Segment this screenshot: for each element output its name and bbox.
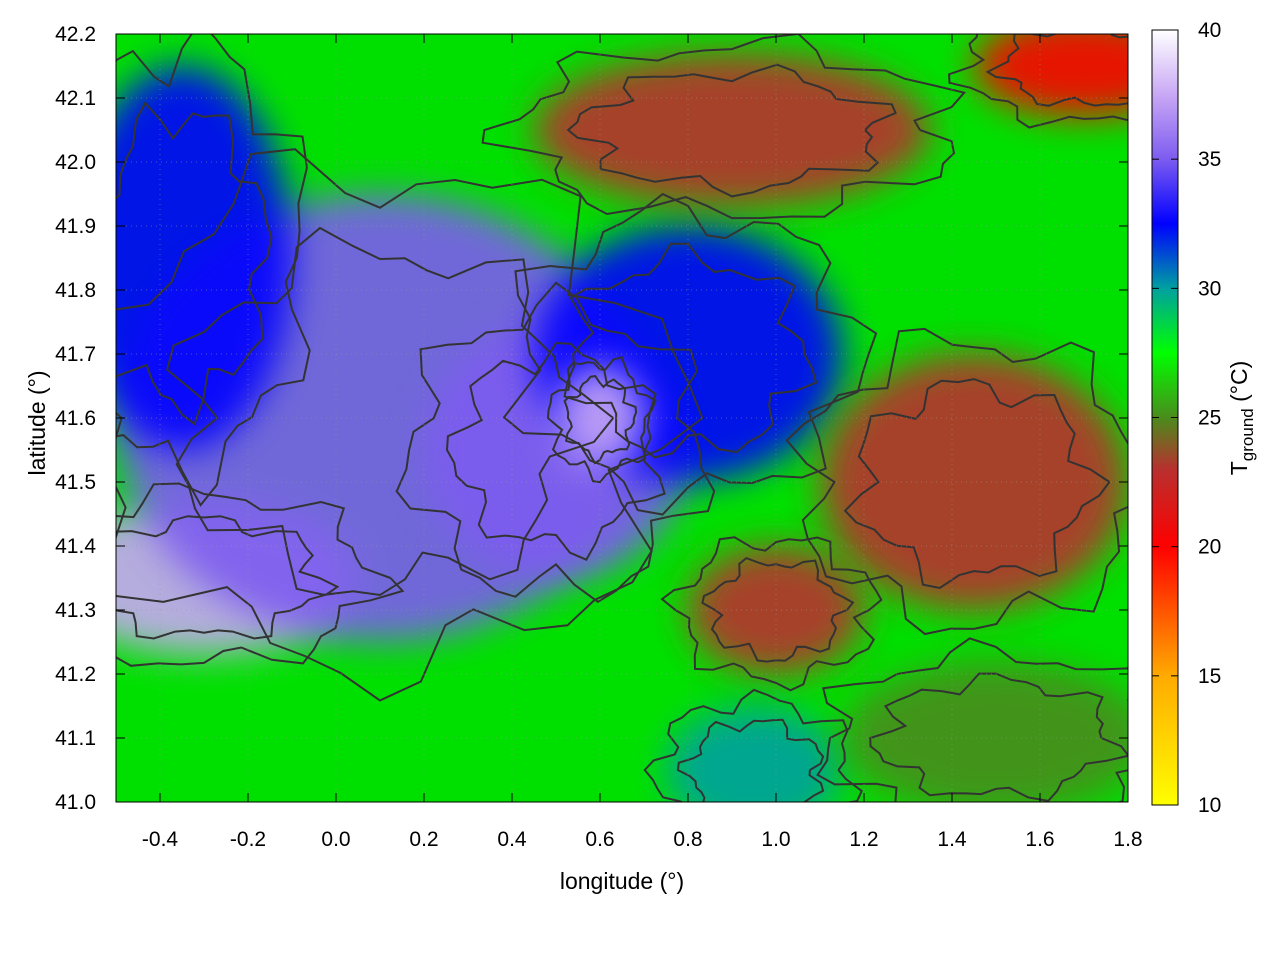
x-tick-label: 1.4	[937, 828, 967, 851]
colorbar-label-unit: (°C)	[1226, 361, 1252, 409]
x-tick-label: 1.8	[1113, 828, 1142, 851]
colorbar-label-sub: ground	[1238, 408, 1257, 461]
x-tick-label: 1.2	[849, 828, 878, 851]
contour-line	[676, 718, 825, 802]
y-tick-label: 41.2	[55, 663, 96, 686]
colorbar-tick-label: 20	[1198, 536, 1221, 559]
contour-line	[116, 101, 273, 426]
y-tick-label: 42.2	[55, 23, 96, 46]
contour-line	[563, 242, 818, 459]
y-tick-label: 41.9	[55, 215, 96, 238]
x-tick-label: 1.0	[761, 828, 790, 851]
contour-line	[116, 515, 340, 640]
x-axis-label: longitude (°)	[560, 868, 684, 894]
contour-line	[869, 672, 1128, 802]
heatmap-area	[116, 34, 1128, 802]
x-tick-label: -0.4	[142, 828, 179, 851]
y-axis-label: latitude (°)	[24, 370, 50, 475]
contour-line	[566, 63, 897, 198]
contour-line	[643, 688, 863, 802]
y-tick-label: 41.6	[55, 407, 96, 430]
contour-line	[563, 375, 638, 465]
contour-line	[546, 355, 657, 484]
colorbar-tick-label: 15	[1198, 665, 1221, 688]
heatmap-region	[534, 53, 930, 207]
x-axis-ticks: -0.4 -0.2 0.0 0.2 0.4 0.6 0.8 1.0 1.2 1.4 1.6 1.8	[142, 34, 1143, 851]
contour-line	[116, 482, 405, 667]
y-tick-label: 42.1	[55, 87, 96, 110]
x-tick-label: -0.2	[230, 828, 266, 851]
x-tick-label: 0.0	[321, 828, 350, 851]
y-tick-label: 41.0	[55, 791, 96, 814]
colorbar-tick-label: 10	[1198, 794, 1221, 817]
contour-line	[816, 637, 1128, 802]
colorbar-label: Tground (°C)	[1226, 361, 1257, 476]
colorbar-ticks: 10 15 20 25 30 35 40	[1152, 19, 1221, 817]
contour-line	[395, 281, 716, 604]
contour-line	[985, 34, 1128, 107]
colorbar-tick-label: 30	[1198, 277, 1221, 300]
contour-lines	[116, 34, 1128, 802]
y-tick-label: 41.8	[55, 279, 96, 302]
y-tick-label: 41.4	[55, 535, 96, 558]
colorbar-tick-label: 40	[1198, 19, 1221, 42]
contour-line	[660, 536, 883, 692]
x-tick-label: 0.6	[585, 828, 614, 851]
y-tick-label: 41.3	[55, 599, 96, 622]
colorbar-tick-label: 25	[1198, 407, 1221, 430]
contour-line	[843, 378, 1111, 590]
heatmap-region	[666, 706, 842, 802]
contour-line	[116, 34, 311, 507]
y-tick-label: 41.5	[55, 471, 96, 494]
contour-line	[948, 34, 1128, 129]
contour-line	[166, 226, 614, 597]
x-tick-label: 1.6	[1025, 828, 1054, 851]
contour-line	[481, 34, 967, 220]
heatmap-region	[974, 34, 1128, 118]
y-axis-ticks: 41.0 41.1 41.2 41.3 41.4 41.5 41.6 41.7 41.8 41.9…	[55, 23, 1128, 814]
contour-line	[785, 327, 1128, 636]
x-tick-label: 0.2	[409, 828, 438, 851]
x-tick-label: 0.4	[497, 828, 527, 851]
y-tick-label: 42.0	[55, 151, 96, 174]
x-tick-label: 0.8	[673, 828, 702, 851]
colorbar-tick-label: 35	[1198, 148, 1221, 171]
y-tick-label: 41.1	[55, 727, 96, 750]
y-tick-label: 41.7	[55, 343, 96, 366]
colorbar-label-main: T	[1226, 461, 1252, 475]
contour-line	[701, 556, 855, 663]
contour-line	[502, 192, 878, 516]
